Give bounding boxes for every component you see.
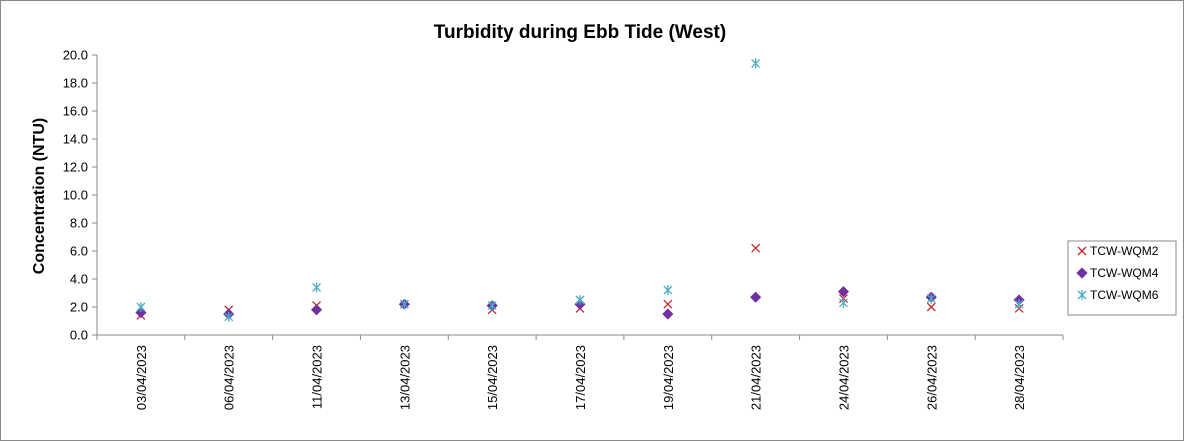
- data-points: [135, 58, 1025, 322]
- legend-label-tcw-wqm4: TCW-WQM4: [1090, 266, 1159, 280]
- y-tick-label: 20.0: [63, 48, 88, 63]
- legend-label-tcw-wqm6: TCW-WQM6: [1090, 288, 1159, 302]
- data-point-tcw-wqm6: [751, 58, 761, 69]
- data-point-tcw-wqm4: [750, 291, 762, 303]
- data-point-tcw-wqm6: [224, 311, 234, 322]
- x-tick-label: 26/04/2023: [924, 345, 939, 410]
- data-point-tcw-wqm4: [662, 308, 674, 320]
- y-tick-label: 10.0: [63, 188, 88, 203]
- x-tick-label: 21/04/2023: [749, 345, 764, 410]
- data-point-tcw-wqm2: [663, 299, 673, 309]
- data-point-tcw-wqm6: [926, 293, 936, 304]
- legend-box: [1067, 240, 1177, 316]
- data-point-tcw-wqm2: [751, 243, 761, 253]
- data-point-tcw-wqm4: [310, 304, 323, 316]
- data-point-tcw-wqm6: [1014, 299, 1024, 310]
- legend-marker-tcw-wqm2: [1077, 246, 1087, 256]
- x-tick-label: 17/04/2023: [573, 345, 588, 410]
- y-tick-label: 2.0: [70, 300, 88, 315]
- y-tick-label: 18.0: [63, 76, 88, 91]
- x-tick-label: 03/04/2023: [134, 345, 149, 410]
- data-point-tcw-wqm6: [136, 302, 146, 312]
- y-tick-label: 0.0: [70, 328, 88, 343]
- data-point-tcw-wqm6: [487, 300, 497, 311]
- legend-marker-tcw-wqm6: [1077, 290, 1087, 300]
- x-tick-label: 06/04/2023: [222, 345, 237, 410]
- data-point-tcw-wqm6: [575, 295, 585, 305]
- y-tick-label: 6.0: [70, 244, 88, 259]
- axes: [92, 54, 1064, 340]
- x-tick-label: 19/04/2023: [661, 345, 676, 410]
- x-tick-label: 15/04/2023: [485, 345, 500, 410]
- y-tick-label: 14.0: [63, 132, 88, 147]
- y-tick-label: 16.0: [63, 104, 88, 119]
- legend-marker-tcw-wqm4: [1076, 267, 1088, 279]
- y-tick-labels: 0.0 2.0 4.0 6.0 8.0 10.0 12.0 14.0 16.0 18.0 20.0: [63, 48, 88, 343]
- data-point-tcw-wqm6: [399, 299, 409, 310]
- y-tick-label: 8.0: [70, 216, 88, 231]
- data-point-tcw-wqm6: [663, 285, 673, 296]
- chart-title: Turbidity during Ebb Tide (West): [434, 22, 726, 43]
- x-tick-label: 13/04/2023: [397, 345, 412, 410]
- y-axis-label: Concentration (NTU): [31, 118, 48, 274]
- x-tick-labels: 03/04/2023 06/04/2023 11/04/2023 13/04/2023…: [134, 345, 1027, 410]
- data-point-tcw-wqm2: [926, 302, 936, 312]
- data-point-tcw-wqm4: [837, 286, 850, 298]
- legend-label-tcw-wqm2: TCW-WQM2: [1090, 244, 1159, 258]
- data-point-tcw-wqm6: [838, 297, 848, 308]
- x-tick-label: 11/04/2023: [310, 345, 325, 409]
- x-tick-label: 24/04/2023: [836, 345, 851, 410]
- data-point-tcw-wqm6: [312, 282, 322, 293]
- y-tick-label: 12.0: [63, 160, 88, 175]
- legend: TCW-WQM2 TCW-WQM4 TCW-WQM6: [1067, 240, 1177, 316]
- x-tick-label: 28/04/2023: [1012, 345, 1027, 410]
- y-tick-label: 4.0: [70, 272, 88, 287]
